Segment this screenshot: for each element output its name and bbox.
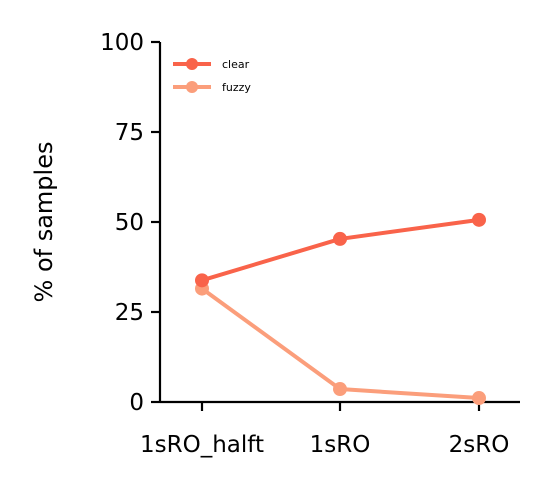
data-point xyxy=(472,212,486,227)
y-ticks: 0 25 50 75 100 xyxy=(100,30,160,416)
series-fuzzy xyxy=(195,281,486,406)
y-tick-label: 75 xyxy=(115,120,144,146)
data-point xyxy=(333,382,347,397)
x-tick-label: 1sRO xyxy=(310,432,371,458)
y-tick-label: 0 xyxy=(129,390,144,416)
data-point xyxy=(195,273,209,288)
data-point xyxy=(472,391,486,406)
series-line xyxy=(201,217,480,283)
x-tick-label: 1sRO_halft xyxy=(140,432,264,458)
x-tick-label: 2sRO xyxy=(449,432,510,458)
y-tick-label: 100 xyxy=(100,30,144,56)
legend-marker xyxy=(186,58,198,70)
series-line xyxy=(200,286,480,401)
data-point xyxy=(333,231,347,246)
y-tick-label: 25 xyxy=(115,300,144,326)
y-tick-label: 50 xyxy=(115,210,144,236)
y-axis-title: % of samples xyxy=(30,142,58,303)
x-ticks: 1sRO_halft 1sRO 2sRO xyxy=(140,402,509,458)
legend-item-clear: clear xyxy=(173,58,250,71)
legend-item-fuzzy: fuzzy xyxy=(173,81,251,94)
series-clear xyxy=(195,212,486,288)
legend-label: clear xyxy=(222,58,250,71)
series-layer xyxy=(195,212,486,406)
legend: clear fuzzy xyxy=(173,58,251,94)
y-axis: 0 25 50 75 100 % of samples xyxy=(30,30,162,416)
legend-label: fuzzy xyxy=(222,81,251,94)
x-axis: 1sRO_halft 1sRO 2sRO xyxy=(140,400,520,458)
legend-marker xyxy=(186,81,198,93)
